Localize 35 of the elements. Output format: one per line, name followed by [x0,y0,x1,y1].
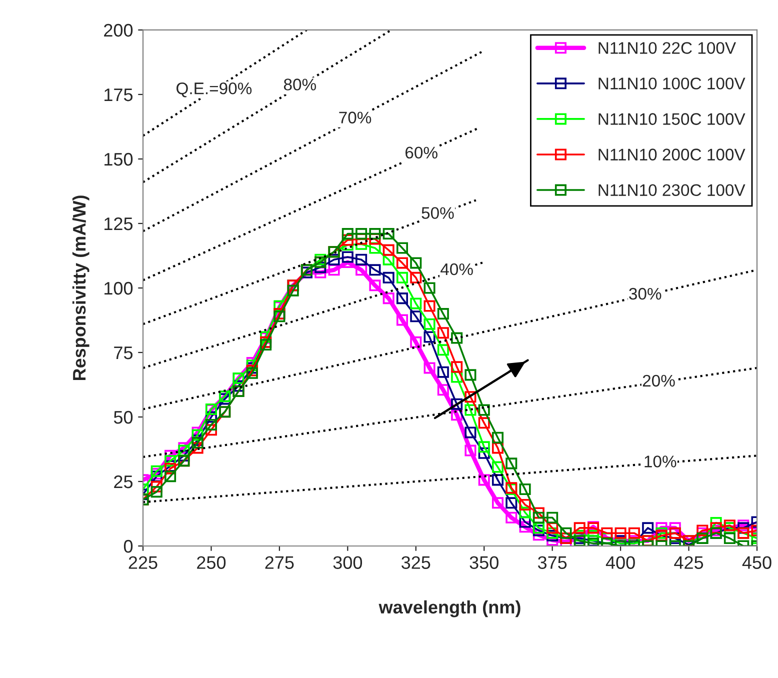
y-tick-label: 200 [104,24,133,37]
x-tick-label: 400 [606,556,635,569]
legend-label: N11N10 100C 100V [598,78,746,90]
legend-label: N11N10 200C 100V [598,148,746,160]
y-tick-label: 150 [104,152,133,166]
legend-label: N11N10 230C 100V [598,184,746,196]
annotation: 30% [629,288,662,300]
x-tick-label: 250 [197,556,226,569]
x-tick-label: 350 [470,556,498,569]
y-tick-label: 50 [114,410,133,424]
y-tick-label: 0 [124,540,133,553]
legend-label: N11N10 22C 100V [598,42,736,54]
y-tick-label: 75 [114,346,133,360]
annotation: 60% [406,146,438,159]
x-tick-label: 425 [674,556,704,569]
x-tick-label: 300 [333,556,362,569]
annotation: 10% [644,456,676,468]
x-axis-title: wavelength (nm) [378,600,520,618]
x-tick-label: 325 [402,556,430,569]
x-tick-label: 225 [128,556,158,569]
y-tick-label: 175 [104,88,133,102]
annotation: Q.E.=90% [176,82,252,98]
annotation: 20% [642,374,675,387]
annotation: 70% [339,112,372,124]
y-tick-label: 100 [104,282,133,295]
annotation: 50% [422,207,454,219]
x-tick-label: 450 [742,556,772,569]
x-tick-label: 375 [538,556,567,569]
y-axis-title: Responsivitty (mA/W) [72,196,90,380]
legend-label: N11N10 150C 100V [598,113,746,125]
y-tick-label: 125 [104,217,133,230]
annotation: 40% [440,263,473,276]
y-tick-label: 25 [114,475,133,488]
annotation: 80% [284,78,316,90]
x-tick-label: 275 [265,556,294,569]
